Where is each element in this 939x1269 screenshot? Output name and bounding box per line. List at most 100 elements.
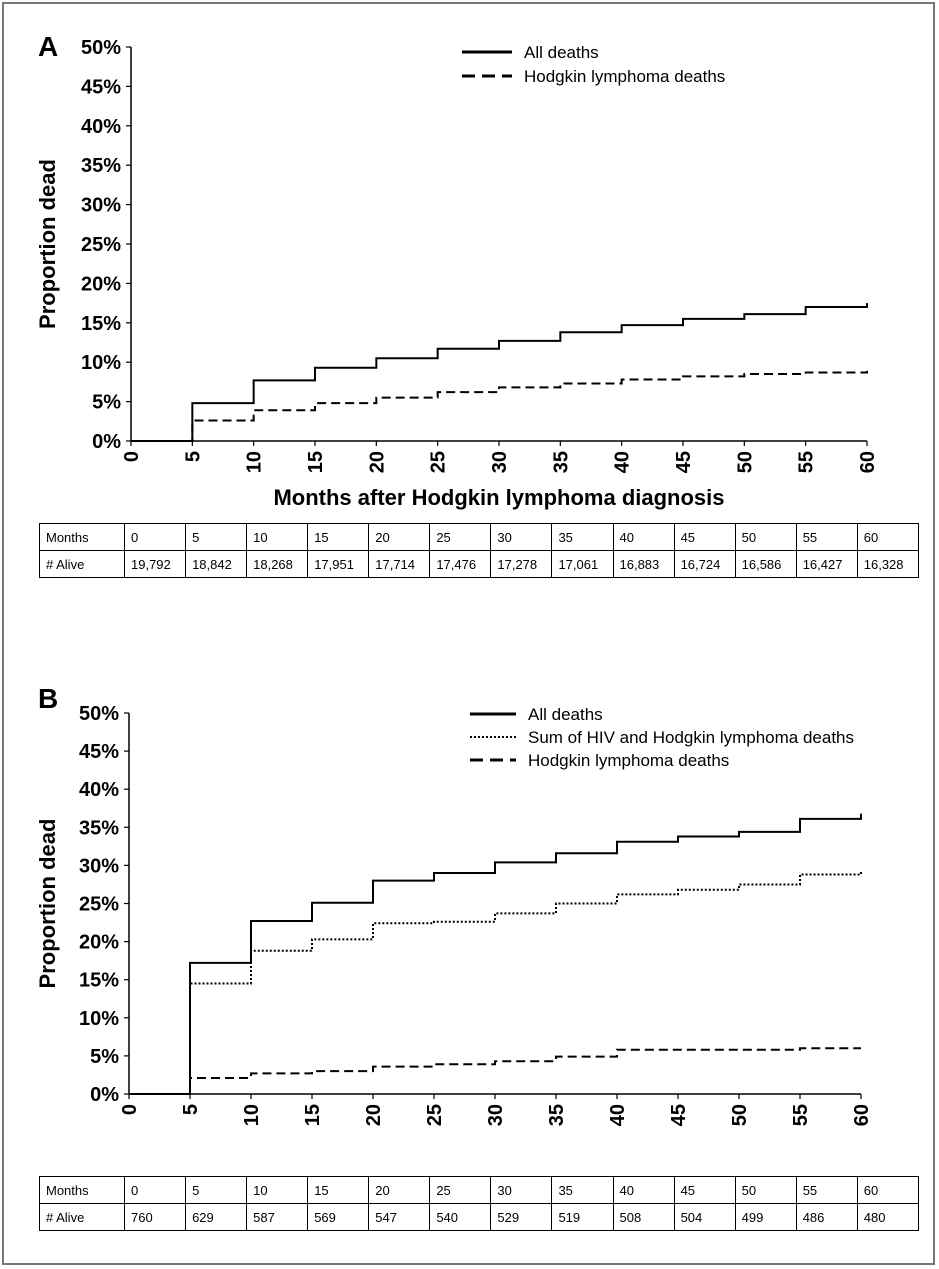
panel-a-y-tick-label: 0% (92, 431, 121, 453)
panel-b-x-tick-label: 15 (302, 1104, 324, 1126)
panel-b-at-risk-table: Months 0 5 10 15 20 25 30 35 40 45 50 55 60 # Alive 760… (39, 1176, 920, 1231)
panel-b-table-cell: 504 (673, 1203, 736, 1231)
panel-a-table-cell: 17,476 (429, 550, 492, 578)
panel-b-table-header-row: Months 0 5 10 15 20 25 30 35 40 45 50 55 60 (39, 1176, 920, 1204)
panel-b-legend-label: All deaths (528, 705, 603, 724)
panel-b-x-tick-label: 40 (607, 1104, 629, 1126)
panel-b-table-header-cell: Months (39, 1176, 125, 1204)
panel-b-table-header-cell: 10 (246, 1176, 309, 1204)
panel-a-table-header-cell: 0 (123, 523, 187, 551)
panel-a-table-header-cell: 5 (185, 523, 248, 551)
panel-a-table-header-cell: 10 (246, 523, 309, 551)
panel-a-table-cell: 17,278 (490, 550, 553, 578)
panel-b-y-tick-label: 10% (79, 1008, 119, 1030)
panel-a-table-header-cell: Months (39, 523, 125, 551)
panel-a-y-tick-label: 15% (81, 313, 121, 335)
panel-a-y-tick-label: 30% (81, 195, 121, 217)
panel-b-x-tick-label: 0 (119, 1104, 141, 1115)
panel-b-table-header-cell: 20 (368, 1176, 431, 1204)
panel-b-table-header-cell: 30 (490, 1176, 553, 1204)
panel-b-y-tick-label: 30% (79, 855, 119, 877)
panel-b-table-cell: 569 (307, 1203, 370, 1231)
panel-b-table-header-cell: 15 (307, 1176, 370, 1204)
panel-a-table-header-cell: 35 (551, 523, 614, 551)
panel-a-y-tick-label: 50% (81, 37, 121, 59)
panel-b-panel-letter: B (38, 683, 58, 714)
panel-a-chart: A 0% 5% 10% 15% 20% 25% 30% 35% 40% 45% 50% 0 5 10 15 20… (35, 31, 879, 510)
panel-b-table-cell: 629 (185, 1203, 248, 1231)
panel-b-table-header-cell: 55 (795, 1176, 858, 1204)
panel-b-table-cell: 499 (734, 1203, 797, 1231)
panel-b-chart: B 0% 5% 10% 15% 20% 25% 30% 35% 40% 45% 50% 0 5 10 15 20… (35, 683, 873, 1126)
panel-b-table-header-cell: 0 (123, 1176, 187, 1204)
panel-b-table-header-cell: 50 (734, 1176, 797, 1204)
panel-b-y-tick-label: 0% (90, 1084, 119, 1106)
panel-a-table-header-cell: 20 (368, 523, 431, 551)
panel-a-y-axis-title: Proportion dead (35, 159, 60, 329)
panel-a-x-tick-label: 50 (734, 451, 756, 473)
panel-a-table-cell: 16,724 (673, 550, 736, 578)
panel-b-y-tick-label: 5% (90, 1046, 119, 1068)
panel-a-table-header-row: Months 0 5 10 15 20 25 30 35 40 45 50 55 60 (39, 523, 920, 551)
panel-b-y-axis-title: Proportion dead (35, 819, 60, 989)
panel-b-x-tick-label: 30 (485, 1104, 507, 1126)
panel-b-x-tick-label: 45 (668, 1104, 690, 1126)
panel-a-table-header-cell: 30 (490, 523, 553, 551)
panel-a-x-axis-title: Months after Hodgkin lymphoma diagnosis (273, 485, 724, 510)
panel-a-series-line-solid (131, 303, 868, 442)
panel-b-x-tick-label: 20 (363, 1104, 385, 1126)
panel-a-table-cell: 17,061 (551, 550, 614, 578)
panel-a-table-header-cell: 40 (612, 523, 675, 551)
panel-b-y-tick-label: 40% (79, 779, 119, 801)
panel-b-table-header-cell: 45 (673, 1176, 736, 1204)
panel-b-table-header-cell: 35 (551, 1176, 614, 1204)
panel-b-y-tick-label: 15% (79, 970, 119, 992)
panel-b-table-header-cell: 60 (856, 1176, 920, 1204)
panel-b-x-tick-label: 60 (851, 1104, 873, 1126)
panel-b-y-tick-label: 45% (79, 741, 119, 763)
panel-a-table-cell: 16,427 (795, 550, 858, 578)
panel-b-table-header-cell: 5 (185, 1176, 248, 1204)
panel-b-legend-label: Sum of HIV and Hodgkin lymphoma deaths (528, 728, 854, 747)
panel-a-table-header-cell: 45 (673, 523, 736, 551)
panel-b-y-tick-label: 20% (79, 932, 119, 954)
panel-b-x-tick-label: 25 (424, 1104, 446, 1126)
panel-a-panel-letter: A (38, 31, 58, 62)
panel-a-table-row: # Alive 19,792 18,842 18,268 17,951 17,714 17,… (39, 550, 920, 578)
panel-a-table-cell: 17,714 (368, 550, 431, 578)
panel-a-table-cell: 16,328 (856, 550, 920, 578)
panel-a-series-line-dashed (131, 370, 868, 442)
panel-b-table-header-cell: 40 (612, 1176, 675, 1204)
panel-b-x-tick-label: 50 (729, 1104, 751, 1126)
panel-b-y-tick-label: 25% (79, 894, 119, 916)
panel-b-x-tick-label: 5 (180, 1104, 202, 1115)
panel-b-table-cell: 486 (795, 1203, 858, 1231)
panel-b-y-tick-label: 35% (79, 817, 119, 839)
panel-a-y-tick-label: 40% (81, 116, 121, 138)
panel-a-y-tick-label: 20% (81, 273, 121, 295)
panel-a-table-cell: 18,842 (185, 550, 248, 578)
panel-a-table-header-cell: 25 (429, 523, 492, 551)
panel-b-table-cell: 760 (123, 1203, 187, 1231)
panel-a-legend-label: Hodgkin lymphoma deaths (524, 67, 725, 86)
panel-a-table-header-cell: 60 (856, 523, 920, 551)
panel-b-table-header-cell: 25 (429, 1176, 492, 1204)
panel-a-x-tick-label: 45 (673, 451, 695, 473)
panel-a-table-header-cell: 15 (307, 523, 370, 551)
panel-a-legend-label: All deaths (524, 43, 599, 62)
panel-a-table-cell: 16,586 (734, 550, 797, 578)
panel-a-x-tick-label: 35 (550, 451, 572, 473)
panel-b-table-cell: # Alive (39, 1203, 125, 1231)
panel-a-table-header-cell: 50 (734, 523, 797, 551)
panel-b-series-line-dashed (129, 1047, 861, 1095)
panel-a-table-cell: 16,883 (612, 550, 675, 578)
panel-b-table-row: # Alive 760 629 587 569 547 540 529 519 508 504 499… (39, 1203, 920, 1231)
panel-b-table-cell: 587 (246, 1203, 309, 1231)
panel-b-legend-label: Hodgkin lymphoma deaths (528, 751, 729, 770)
panel-a-y-tick-label: 25% (81, 234, 121, 256)
panel-a-x-tick-label: 55 (796, 451, 818, 473)
panel-a-table-cell: 19,792 (123, 550, 187, 578)
panel-a-table-cell: 17,951 (307, 550, 370, 578)
panel-b-table-cell: 540 (429, 1203, 492, 1231)
